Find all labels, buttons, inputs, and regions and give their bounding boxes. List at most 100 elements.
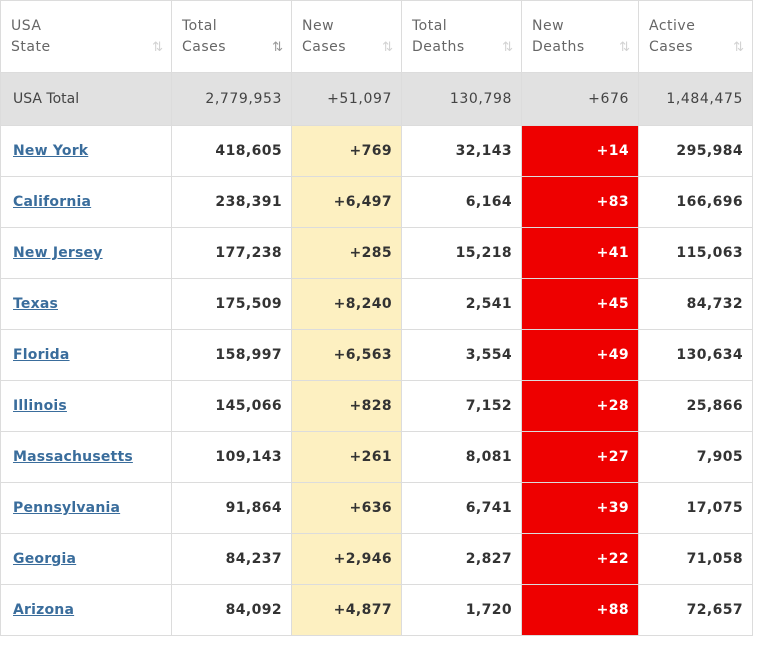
header-new-deaths-line2: Deaths bbox=[532, 38, 585, 55]
new-deaths-cell: +88 bbox=[521, 584, 639, 636]
total-deaths-cell: 32,143 bbox=[401, 125, 522, 177]
header-new-cases-line1: New bbox=[302, 17, 335, 34]
total-cases-cell: 175,509 bbox=[171, 278, 292, 330]
total-deaths-cell: 6,741 bbox=[401, 482, 522, 534]
sort-icon[interactable]: ⇅ bbox=[152, 40, 163, 55]
table-row: Texas 175,509 +8,240 2,541 +45 84,732 bbox=[0, 278, 753, 330]
total-deaths-cell: 2,541 bbox=[401, 278, 522, 330]
state-link[interactable]: Texas bbox=[13, 296, 58, 312]
new-deaths-cell: +22 bbox=[521, 533, 639, 585]
header-row: USA State ⇅ Total Cases ⇅ New Cases ⇅ To… bbox=[0, 0, 753, 73]
state-link[interactable]: Florida bbox=[13, 347, 70, 363]
active-cases-cell: 25,866 bbox=[638, 380, 753, 432]
header-total-deaths[interactable]: Total Deaths ⇅ bbox=[401, 0, 522, 73]
total-active-cases: 1,484,475 bbox=[638, 72, 753, 126]
total-deaths-cell: 6,164 bbox=[401, 176, 522, 228]
new-cases-cell: +6,497 bbox=[291, 176, 402, 228]
table-row: New Jersey 177,238 +285 15,218 +41 115,0… bbox=[0, 227, 753, 279]
table-row: Georgia 84,237 +2,946 2,827 +22 71,058 bbox=[0, 533, 753, 585]
sort-icon[interactable]: ⇅ bbox=[382, 40, 393, 55]
total-total-deaths: 130,798 bbox=[401, 72, 522, 126]
table-row: Florida 158,997 +6,563 3,554 +49 130,634 bbox=[0, 329, 753, 381]
active-cases-cell: 115,063 bbox=[638, 227, 753, 279]
new-cases-cell: +4,877 bbox=[291, 584, 402, 636]
total-cases-cell: 177,238 bbox=[171, 227, 292, 279]
state-cell: Florida bbox=[0, 329, 172, 381]
active-cases-cell: 72,657 bbox=[638, 584, 753, 636]
header-total-deaths-line2: Deaths bbox=[412, 38, 465, 55]
table-row: Massachusetts 109,143 +261 8,081 +27 7,9… bbox=[0, 431, 753, 483]
table-row: Arizona 84,092 +4,877 1,720 +88 72,657 bbox=[0, 584, 753, 636]
total-name: USA Total bbox=[0, 72, 172, 126]
new-cases-cell: +6,563 bbox=[291, 329, 402, 381]
total-deaths-cell: 3,554 bbox=[401, 329, 522, 381]
header-new-deaths-line1: New bbox=[532, 17, 565, 34]
new-deaths-cell: +28 bbox=[521, 380, 639, 432]
header-total-cases-line2: Cases bbox=[182, 38, 227, 55]
total-deaths-cell: 15,218 bbox=[401, 227, 522, 279]
state-link[interactable]: California bbox=[13, 194, 92, 210]
header-new-cases-line2: Cases bbox=[302, 38, 347, 55]
header-active-cases[interactable]: Active Cases ⇅ bbox=[638, 0, 753, 73]
active-cases-cell: 295,984 bbox=[638, 125, 753, 177]
state-cell: New York bbox=[0, 125, 172, 177]
state-cell: Texas bbox=[0, 278, 172, 330]
state-link[interactable]: New York bbox=[13, 143, 89, 159]
total-deaths-cell: 8,081 bbox=[401, 431, 522, 483]
sort-desc-icon[interactable]: ⇅ bbox=[272, 40, 283, 55]
total-cases-cell: 418,605 bbox=[171, 125, 292, 177]
state-link[interactable]: Massachusetts bbox=[13, 449, 133, 465]
total-cases-cell: 109,143 bbox=[171, 431, 292, 483]
new-deaths-cell: +41 bbox=[521, 227, 639, 279]
state-cell: Arizona bbox=[0, 584, 172, 636]
state-link[interactable]: New Jersey bbox=[13, 245, 103, 261]
total-cases-cell: 84,092 bbox=[171, 584, 292, 636]
header-active-cases-line1: Active bbox=[649, 17, 696, 34]
state-cell: Georgia bbox=[0, 533, 172, 585]
new-cases-cell: +828 bbox=[291, 380, 402, 432]
header-total-cases-line1: Total bbox=[182, 17, 218, 34]
state-link[interactable]: Georgia bbox=[13, 551, 77, 567]
sort-icon[interactable]: ⇅ bbox=[619, 40, 630, 55]
active-cases-cell: 166,696 bbox=[638, 176, 753, 228]
header-new-cases[interactable]: New Cases ⇅ bbox=[291, 0, 402, 73]
state-link[interactable]: Arizona bbox=[13, 602, 75, 618]
usa-total-row: USA Total 2,779,953 +51,097 130,798 +676… bbox=[0, 72, 753, 126]
table-row: Pennsylvania 91,864 +636 6,741 +39 17,07… bbox=[0, 482, 753, 534]
header-state-line2: State bbox=[11, 38, 51, 55]
header-state[interactable]: USA State ⇅ bbox=[0, 0, 172, 73]
new-cases-cell: +636 bbox=[291, 482, 402, 534]
new-deaths-cell: +45 bbox=[521, 278, 639, 330]
new-cases-cell: +8,240 bbox=[291, 278, 402, 330]
active-cases-cell: 84,732 bbox=[638, 278, 753, 330]
header-total-deaths-line1: Total bbox=[412, 17, 448, 34]
total-deaths-cell: 1,720 bbox=[401, 584, 522, 636]
sort-icon[interactable]: ⇅ bbox=[502, 40, 513, 55]
state-cell: Massachusetts bbox=[0, 431, 172, 483]
header-total-cases[interactable]: Total Cases ⇅ bbox=[171, 0, 292, 73]
active-cases-cell: 7,905 bbox=[638, 431, 753, 483]
table-row: New York 418,605 +769 32,143 +14 295,984 bbox=[0, 125, 753, 177]
sort-icon[interactable]: ⇅ bbox=[733, 40, 744, 55]
new-cases-cell: +261 bbox=[291, 431, 402, 483]
covid-usa-states-table: USA State ⇅ Total Cases ⇅ New Cases ⇅ To… bbox=[0, 0, 753, 636]
state-link[interactable]: Pennsylvania bbox=[13, 500, 121, 516]
total-new-cases: +51,097 bbox=[291, 72, 402, 126]
state-cell: Pennsylvania bbox=[0, 482, 172, 534]
total-cases-cell: 238,391 bbox=[171, 176, 292, 228]
total-cases-cell: 91,864 bbox=[171, 482, 292, 534]
new-deaths-cell: +14 bbox=[521, 125, 639, 177]
new-cases-cell: +769 bbox=[291, 125, 402, 177]
new-deaths-cell: +39 bbox=[521, 482, 639, 534]
new-deaths-cell: +83 bbox=[521, 176, 639, 228]
new-deaths-cell: +49 bbox=[521, 329, 639, 381]
new-cases-cell: +285 bbox=[291, 227, 402, 279]
new-deaths-cell: +27 bbox=[521, 431, 639, 483]
state-link[interactable]: Illinois bbox=[13, 398, 67, 414]
header-state-line1: USA bbox=[11, 17, 42, 34]
active-cases-cell: 130,634 bbox=[638, 329, 753, 381]
total-deaths-cell: 7,152 bbox=[401, 380, 522, 432]
total-cases-cell: 158,997 bbox=[171, 329, 292, 381]
total-cases-cell: 84,237 bbox=[171, 533, 292, 585]
header-new-deaths[interactable]: New Deaths ⇅ bbox=[521, 0, 639, 73]
